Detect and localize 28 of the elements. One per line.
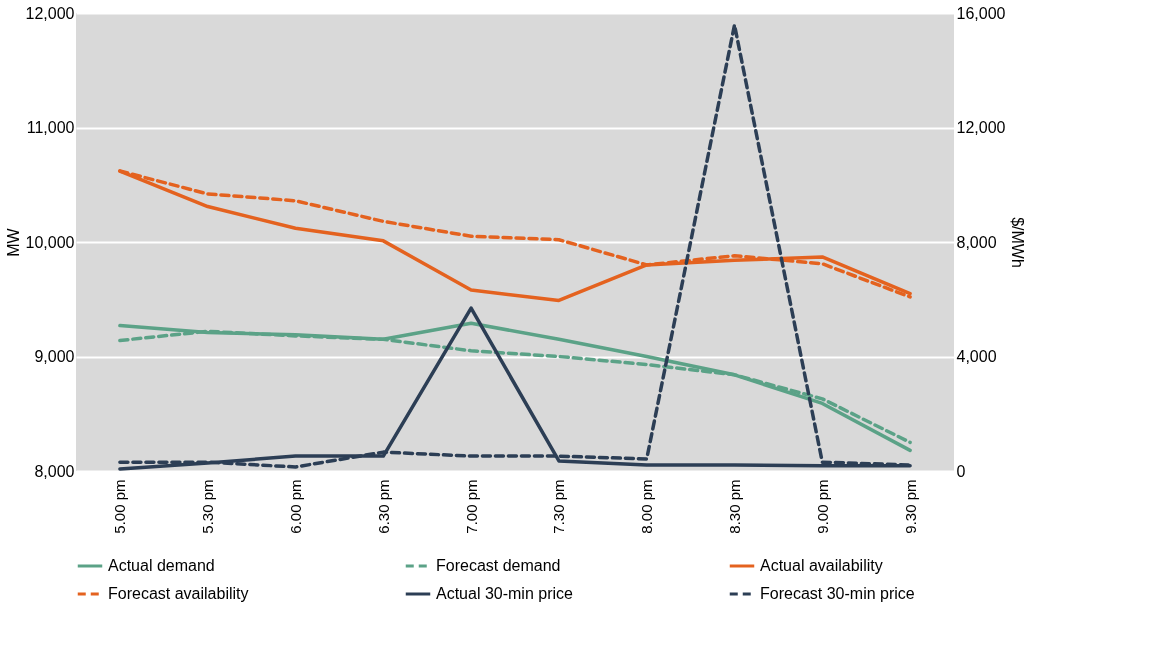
y-tick-label: 8,000: [34, 462, 75, 480]
x-tick-label: 7.30 pm: [550, 479, 568, 534]
x-tick-label: 9.30 pm: [901, 479, 919, 534]
y2-tick-label: 4,000: [956, 348, 997, 365]
x-tick-label: 7.00 pm: [462, 479, 480, 534]
y-tick-label: 11,000: [26, 119, 75, 136]
y-tick-label: 10,000: [25, 233, 75, 251]
x-tick-label: 8.30 pm: [726, 479, 743, 534]
y-axis-title: MW: [4, 227, 22, 257]
y2-tick-label: 8,000: [956, 233, 997, 251]
legend-label: Forecast availability: [108, 585, 249, 602]
x-tick-label: 6.30 pm: [374, 479, 392, 534]
legend-label: Actual availability: [760, 557, 883, 574]
legend-label: Actual demand: [108, 557, 215, 574]
y2-tick-label: 12,000: [956, 119, 1006, 136]
x-tick-label: 5.30 pm: [199, 479, 217, 534]
legend-label: Actual 30-min price: [436, 585, 574, 602]
y2-tick-label: 16,000: [956, 4, 1006, 22]
legend-label: Forecast demand: [436, 557, 561, 574]
y2-axis-title: $/MWh: [1009, 217, 1027, 268]
x-tick-label: 9.00 pm: [813, 479, 831, 534]
y2-tick-label: 0: [956, 462, 966, 480]
x-tick-label: 5.00 pm: [111, 479, 129, 534]
y-tick-label: 12,000: [25, 4, 75, 22]
y-tick-label: 9,000: [34, 348, 75, 365]
x-tick-label: 8.00 pm: [638, 479, 656, 534]
x-tick-label: 6.00 pm: [287, 479, 304, 534]
legend-label: Forecast 30-min price: [760, 585, 915, 602]
